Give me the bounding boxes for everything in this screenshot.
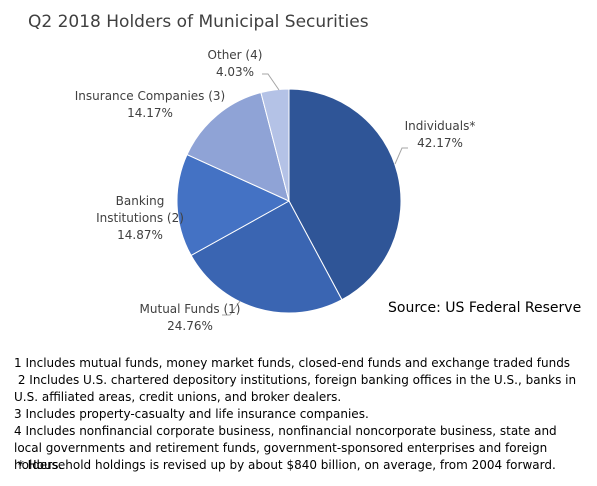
value-label: 42.17% [417, 136, 463, 150]
category-label: Individuals* [404, 119, 476, 133]
value-label: 24.76% [167, 319, 213, 333]
pie-slice [260, 88, 290, 202]
chart-title: Q2 2018 Holders of Municipal Securities [28, 12, 369, 32]
pie-slice [176, 153, 291, 257]
footnote: 2 Includes U.S. chartered depository ins… [14, 373, 580, 404]
slice-label: Insurance Companies (3) 14.17% [60, 88, 240, 122]
pie-slice [288, 88, 402, 301]
pie-slice [190, 200, 343, 314]
footnote: 1 Includes mutual funds, money market fu… [14, 356, 571, 370]
value-label: 4.03% [215, 65, 255, 79]
category-label: Mutual Funds (1) [139, 302, 241, 316]
source-note: Source: US Federal Reserve [388, 300, 582, 316]
slice-label: Mutual Funds (1) 24.76% [120, 301, 260, 335]
slice-label: Other (4) 4.03% [185, 47, 285, 81]
value-label: 14.17% [127, 106, 173, 120]
footnote: 4 Includes nonfinancial corporate busine… [14, 424, 561, 472]
category-label: Banking Institutions (2) [96, 194, 184, 225]
leader-line [222, 300, 241, 316]
pie-slice [186, 91, 290, 202]
category-label: Insurance Companies (3) [74, 89, 226, 103]
leader-lines [222, 73, 408, 316]
footnote: 3 Includes property-casualty and life in… [14, 407, 369, 421]
leader-line [262, 73, 280, 91]
footnote: * Household holdings is revised up by ab… [14, 458, 556, 472]
slice-label: Individuals* 42.17% [385, 118, 495, 152]
value-label: 14.87% [117, 228, 163, 242]
slice-label: Banking Institutions (2) 14.87% [85, 193, 195, 244]
category-label: Other (4) [207, 48, 263, 62]
leader-line [394, 147, 408, 165]
